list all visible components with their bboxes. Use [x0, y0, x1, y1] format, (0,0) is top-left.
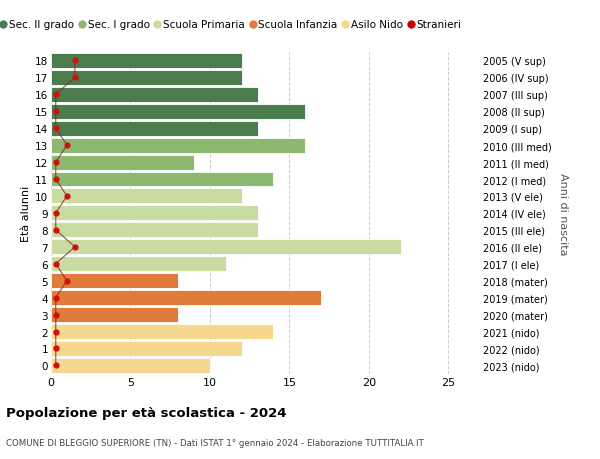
Bar: [51, 274, 178, 289]
Bar: [51, 240, 401, 255]
Legend: Sec. II grado, Sec. I grado, Scuola Primaria, Scuola Infanzia, Asilo Nido, Stran: Sec. II grado, Sec. I grado, Scuola Prim…: [0, 16, 466, 34]
Bar: [51, 155, 194, 170]
Y-axis label: Anni di nascita: Anni di nascita: [558, 172, 568, 255]
Bar: [51, 308, 178, 322]
Y-axis label: Età alunni: Età alunni: [21, 185, 31, 241]
Text: Popolazione per età scolastica - 2024: Popolazione per età scolastica - 2024: [6, 406, 287, 419]
Bar: [51, 341, 242, 356]
Bar: [51, 172, 274, 187]
Bar: [51, 88, 257, 102]
Bar: [51, 138, 305, 153]
Text: COMUNE DI BLEGGIO SUPERIORE (TN) - Dati ISTAT 1° gennaio 2024 - Elaborazione TUT: COMUNE DI BLEGGIO SUPERIORE (TN) - Dati …: [6, 438, 424, 448]
Bar: [51, 54, 242, 69]
Bar: [51, 223, 257, 238]
Bar: [51, 325, 274, 339]
Bar: [51, 358, 210, 373]
Bar: [51, 291, 321, 305]
Bar: [51, 105, 305, 119]
Bar: [51, 206, 257, 221]
Bar: [51, 189, 242, 204]
Bar: [51, 71, 242, 85]
Bar: [51, 122, 257, 136]
Bar: [51, 257, 226, 272]
